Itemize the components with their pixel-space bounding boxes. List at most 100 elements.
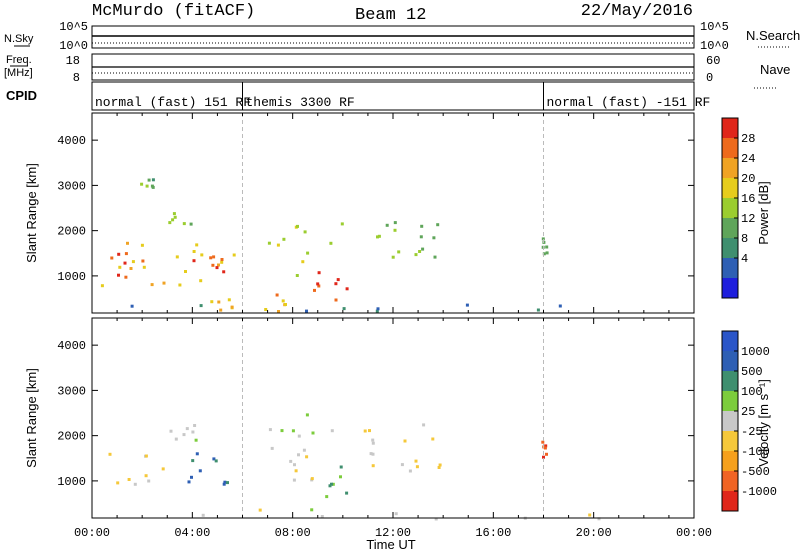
data-cell <box>415 465 419 469</box>
data-cell <box>277 310 280 313</box>
data-cell <box>192 250 196 253</box>
data-cell <box>408 469 412 473</box>
data-cell <box>301 260 305 264</box>
x-tick-label: 04:00 <box>174 526 210 540</box>
colorbar-tick-label: 16 <box>741 192 755 206</box>
data-cell <box>212 255 216 259</box>
data-cell <box>369 452 373 456</box>
data-cell <box>169 429 173 433</box>
data-cell <box>182 222 186 226</box>
data-cell <box>220 258 224 261</box>
data-cell <box>267 241 271 245</box>
colorbar-tick-label: -25 <box>741 425 763 439</box>
data-cell <box>212 457 216 461</box>
colorbar-segment <box>722 371 738 391</box>
data-cell <box>210 300 214 304</box>
data-cell <box>220 260 224 264</box>
station-title: McMurdo (fitACF) <box>92 2 255 21</box>
data-cell <box>289 459 293 463</box>
colorbar-tick-label: 8 <box>741 232 748 246</box>
data-cell <box>545 245 549 249</box>
data-cell <box>284 303 287 306</box>
data-cell <box>142 265 146 269</box>
data-cell <box>371 438 375 442</box>
panel-background <box>92 318 694 518</box>
data-cell <box>419 235 423 239</box>
data-cell <box>129 267 133 270</box>
data-cell <box>162 281 166 285</box>
data-cell <box>431 437 435 441</box>
data-cell <box>295 274 299 277</box>
cpid-segment-label: themis 3300 RF <box>246 95 355 110</box>
data-cell <box>270 446 274 450</box>
data-cell <box>340 222 344 226</box>
velocity-colorbar: 1000 500 100 25 -25 -100 -500 -1000 <box>721 330 777 512</box>
noise-right-tick-low: 10^0 <box>700 39 729 53</box>
colorbar-segment <box>722 391 738 411</box>
x-tick-label: 00:00 <box>74 526 110 540</box>
data-cell <box>303 230 307 234</box>
data-cell <box>597 517 601 521</box>
colorbar-frame <box>721 117 739 299</box>
y-tick-label: 4000 <box>57 134 86 148</box>
data-cell <box>320 515 324 518</box>
data-cell <box>403 439 407 443</box>
data-cell <box>394 512 398 516</box>
velocity-colorbar-label: Velocity [m s⁻¹] <box>756 379 771 467</box>
colorbar-tick-label: 28 <box>741 132 755 146</box>
data-cell <box>215 266 219 270</box>
date-title: 22/May/2016 <box>581 2 693 21</box>
data-cell <box>371 441 375 445</box>
data-cell <box>317 271 321 275</box>
data-cell <box>280 429 284 433</box>
colorbar-tick-label: 25 <box>741 405 755 419</box>
data-cell <box>297 453 300 457</box>
data-cell <box>276 243 280 247</box>
data-cell <box>542 252 546 256</box>
colorbar-segment <box>722 471 738 491</box>
data-cell <box>541 237 545 241</box>
data-cell <box>296 224 299 228</box>
noise-left-tick-high: 10^5 <box>59 20 88 34</box>
data-cell <box>339 465 343 469</box>
data-cell <box>214 459 218 463</box>
data-cell <box>217 300 221 304</box>
data-cell <box>330 482 333 486</box>
x-tick-label: 12:00 <box>375 526 411 540</box>
data-cell <box>268 428 272 432</box>
data-cell <box>130 304 134 308</box>
colorbar-segment <box>722 431 738 451</box>
cpid-label: CPID <box>6 88 37 103</box>
y-tick-label: 3000 <box>57 384 86 398</box>
colorbar-segment <box>722 258 738 278</box>
colorbar-segment <box>722 451 738 471</box>
data-cell <box>434 517 438 521</box>
data-cell <box>400 463 404 467</box>
colorbar-segment <box>722 218 738 238</box>
nave-label: Nave <box>760 62 790 77</box>
y-tick-label: 2000 <box>57 430 86 444</box>
data-cell <box>144 454 148 458</box>
data-cell <box>184 270 187 273</box>
data-cell <box>127 478 131 481</box>
noise-right-tick-high: 10^5 <box>700 20 729 34</box>
data-cell <box>422 423 426 427</box>
colorbar-tick-label: 24 <box>741 152 755 166</box>
data-cell <box>363 429 367 433</box>
data-cell <box>310 477 314 481</box>
data-cell <box>199 304 203 308</box>
cpid-segment-label: normal (fast) -151 RF <box>547 95 711 110</box>
data-cell <box>310 508 314 512</box>
data-cell <box>536 308 540 312</box>
data-cell <box>541 440 545 444</box>
data-cell <box>588 513 592 517</box>
data-cell <box>313 288 316 292</box>
data-cell <box>217 263 220 267</box>
data-cell <box>377 234 381 238</box>
data-cell <box>305 309 308 313</box>
data-cell <box>201 513 205 517</box>
noise-search-label: N.Search <box>746 28 800 43</box>
data-cell <box>544 444 548 448</box>
data-cells <box>100 178 562 313</box>
